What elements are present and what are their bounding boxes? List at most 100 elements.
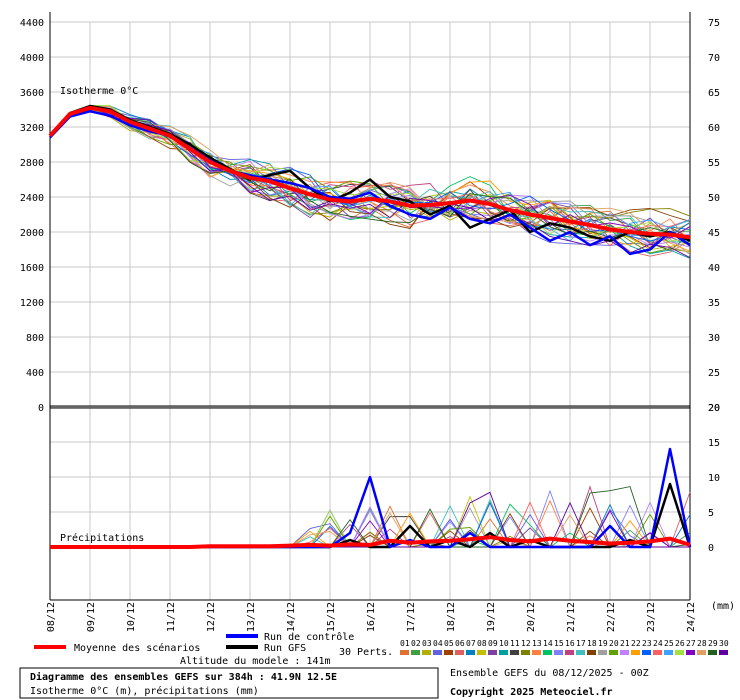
precip-upper-tick-label: 45	[708, 228, 720, 239]
member-swatch	[510, 650, 519, 655]
member-id-label: 18	[587, 639, 597, 648]
date-label: 09/12	[86, 602, 97, 632]
member-id-label: 14	[543, 639, 553, 648]
main-series	[48, 104, 692, 549]
member-id-label: 02	[411, 639, 421, 648]
precip-upper-tick-label: 50	[708, 193, 720, 204]
member-id-label: 15	[554, 639, 564, 648]
member-id-label: 09	[488, 639, 498, 648]
precip-label: Précipitations	[60, 532, 144, 544]
member-id-label: 04	[433, 639, 443, 648]
member-swatch	[532, 650, 541, 655]
member-id-label: 29	[708, 639, 718, 648]
member-id-label: 01	[400, 639, 410, 648]
member-swatch	[719, 650, 728, 655]
iso-tick-label: 800	[26, 333, 44, 344]
member-swatch	[631, 650, 640, 655]
iso-tick-label: 4400	[20, 18, 44, 29]
precip-upper-tick-label: 25	[708, 368, 720, 379]
member-swatch	[587, 650, 596, 655]
iso-tick-label: 3600	[20, 88, 44, 99]
iso-tick-label: 400	[26, 368, 44, 379]
member-swatch	[400, 650, 409, 655]
member-id-label: 05	[444, 639, 454, 648]
date-label: 23/12	[646, 602, 657, 632]
precip-upper-tick-label: 55	[708, 158, 720, 169]
run-info: Ensemble GEFS du 08/12/2025 - 00Z	[450, 668, 649, 679]
iso-tick-label: 0	[38, 403, 44, 414]
isotherm-label: Isotherme 0°C	[60, 86, 138, 97]
precip-upper-tick-label: 60	[708, 123, 720, 134]
member-id-label: 12	[521, 639, 531, 648]
precip-upper-tick-label: 30	[708, 333, 720, 344]
series-iso-0	[48, 105, 691, 240]
footer-box	[19, 667, 439, 699]
member-id-label: 20	[609, 639, 619, 648]
iso-tick-label: 2800	[20, 158, 44, 169]
member-iso-line	[49, 106, 691, 254]
member-id-label: 19	[598, 639, 608, 648]
legend-gfs-label: Run GFS	[264, 643, 306, 654]
member-id-label: 28	[697, 639, 707, 648]
member-swatch	[521, 650, 530, 655]
iso-tick-label: 3200	[20, 123, 44, 134]
member-swatch	[620, 650, 629, 655]
model-altitude: Altitude du modele : 141m	[180, 656, 331, 667]
date-label: 24/12	[686, 602, 697, 632]
precip-tick-label: 15	[708, 438, 720, 449]
precip-upper-tick-label: 70	[708, 53, 720, 64]
date-label: 21/12	[566, 602, 577, 632]
footer-subtitle: Isotherme 0°C (m), précipitations (mm)	[30, 685, 259, 697]
member-swatch	[697, 650, 706, 655]
member-swatch	[488, 650, 497, 655]
date-label: 08/12	[46, 602, 57, 632]
date-label: 13/12	[246, 602, 257, 632]
member-iso-line	[49, 107, 691, 254]
legend-perts-label: 30 Perts.	[339, 647, 393, 658]
member-swatch	[543, 650, 552, 655]
member-swatch	[576, 650, 585, 655]
member-swatch	[444, 650, 453, 655]
member-swatch	[653, 650, 662, 655]
member-id-label: 23	[642, 639, 652, 648]
member-id-label: 26	[675, 639, 685, 648]
date-label: 20/12	[526, 602, 537, 632]
member-id-label: 30	[719, 639, 729, 648]
axes: 0400800120016002000240028003200360040004…	[20, 12, 735, 632]
precip-tick-label: 5	[708, 508, 714, 519]
member-id-label: 16	[565, 639, 575, 648]
member-iso-line	[49, 109, 691, 256]
member-id-label: 07	[466, 639, 476, 648]
date-label: 16/12	[366, 602, 377, 632]
precip-upper-tick-label: 20	[708, 403, 720, 414]
member-id-label: 21	[620, 639, 630, 648]
member-swatch	[598, 650, 607, 655]
member-id-label: 08	[477, 639, 487, 648]
member-id-label: 13	[532, 639, 542, 648]
member-swatch	[554, 650, 563, 655]
precip-tick-label: 10	[708, 473, 720, 484]
precip-tick-label: 20	[708, 403, 720, 414]
copyright: Copyright 2025 Meteociel.fr	[450, 686, 613, 698]
member-swatch	[686, 650, 695, 655]
member-id-label: 06	[455, 639, 465, 648]
precip-tick-label: 0	[708, 543, 714, 554]
iso-tick-label: 1200	[20, 298, 44, 309]
legend-mean-label: Moyenne des scénarios	[74, 642, 200, 654]
member-swatch	[433, 650, 442, 655]
member-id-label: 10	[499, 639, 509, 648]
member-id-label: 11	[510, 639, 520, 648]
date-label: 12/12	[206, 602, 217, 632]
member-swatch	[565, 650, 574, 655]
member-id-label: 25	[664, 639, 674, 648]
iso-tick-label: 1600	[20, 263, 44, 274]
precip-upper-tick-label: 75	[708, 18, 720, 29]
date-label: 10/12	[126, 602, 137, 632]
date-label: 15/12	[326, 602, 337, 632]
member-swatch	[411, 650, 420, 655]
date-label: 19/12	[486, 602, 497, 632]
precip-upper-tick-label: 65	[708, 88, 720, 99]
iso-tick-label: 4000	[20, 53, 44, 64]
member-id-label: 24	[653, 639, 663, 648]
iso-tick-label: 2000	[20, 228, 44, 239]
